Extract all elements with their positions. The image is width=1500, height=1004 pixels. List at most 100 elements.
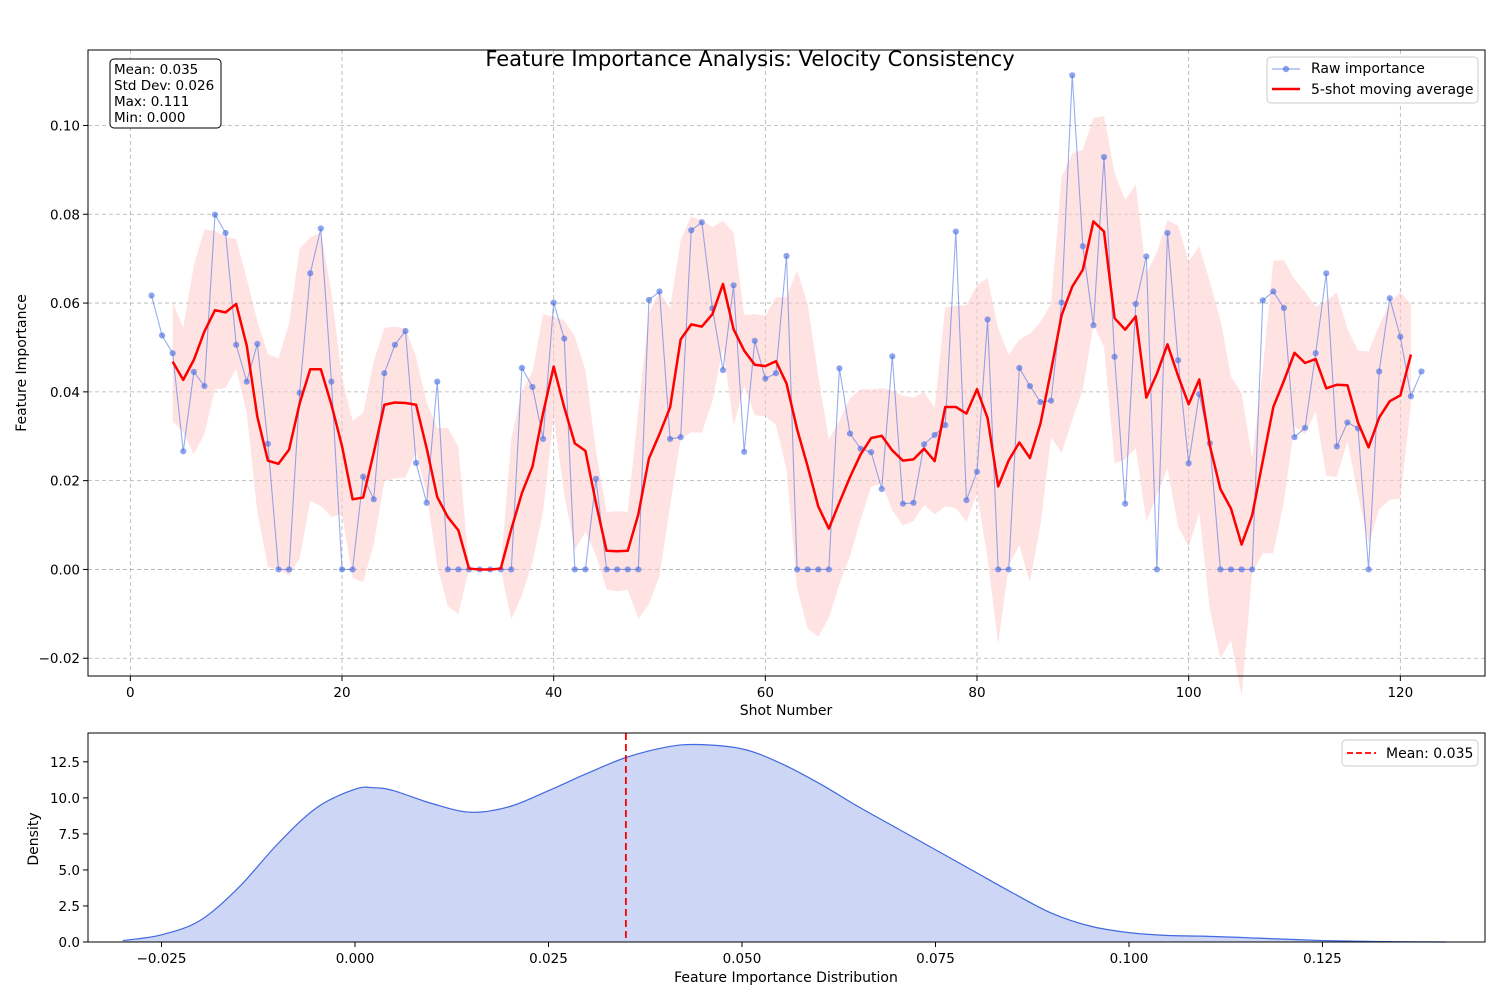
raw-importance-point <box>423 499 430 506</box>
raw-importance-point <box>931 431 938 439</box>
raw-importance-point <box>1132 300 1139 308</box>
raw-importance-point <box>1386 295 1393 302</box>
raw-importance-point <box>899 500 907 507</box>
raw-importance-point <box>1344 419 1351 426</box>
top-y-tick-label: 0.06 <box>50 296 80 312</box>
density-curve <box>122 743 1447 943</box>
density-fill <box>122 744 1447 942</box>
stats-box: Mean: 0.035 Std Dev: 0.026 Max: 0.111 Mi… <box>109 58 222 129</box>
raw-importance-point <box>148 292 155 299</box>
raw-importance-point <box>264 440 272 447</box>
raw-importance-point <box>952 228 959 235</box>
raw-importance-point <box>1312 350 1319 357</box>
raw-importance-point <box>1174 357 1182 364</box>
raw-importance-point <box>1143 253 1150 260</box>
raw-importance-point <box>1397 333 1404 340</box>
top-x-axis-label: Shot Number <box>740 703 833 719</box>
raw-importance-point <box>338 566 346 573</box>
raw-importance-point <box>1238 566 1245 573</box>
raw-importance-point <box>349 566 356 573</box>
raw-importance-point <box>317 225 324 232</box>
raw-importance-point <box>1418 368 1425 375</box>
raw-importance-point <box>1333 443 1340 450</box>
raw-importance-point <box>1100 153 1108 161</box>
raw-importance-point <box>1301 424 1309 431</box>
top-x-tick-label: 80 <box>968 685 985 701</box>
raw-importance-point <box>984 316 991 323</box>
legend-mean-label: Mean: 0.035 <box>1386 746 1473 762</box>
raw-importance-point <box>444 566 451 573</box>
moving-average-series <box>171 220 1413 571</box>
raw-importance-series <box>148 72 1425 573</box>
raw-importance-point <box>582 566 589 573</box>
raw-importance-point <box>571 566 578 573</box>
raw-importance-point <box>645 296 653 304</box>
raw-importance-point <box>751 337 758 344</box>
top-y-axis-label: Feature Importance <box>14 294 30 432</box>
stats-max: Max: 0.111 <box>114 94 189 110</box>
raw-importance-point <box>973 468 981 475</box>
raw-importance-point <box>1090 322 1097 329</box>
raw-importance-point <box>381 370 388 377</box>
bottom-x-tick-label: 0.000 <box>336 951 375 967</box>
bottom-y-tick-label: 2.5 <box>59 899 80 915</box>
bottom-y-axis-label: Density <box>26 812 42 865</box>
raw-importance-point <box>211 211 219 218</box>
bottom-y-ticks: 0.0 2.5 5.0 7.5 10.0 12.5 <box>50 755 88 951</box>
raw-importance-point <box>1291 434 1298 441</box>
raw-importance-point <box>561 335 568 342</box>
top-x-tick-label: 0 <box>126 685 135 701</box>
legend-raw-marker <box>1282 65 1290 73</box>
stats-std: Std Dev: 0.026 <box>114 78 214 94</box>
top-y-tick-label: −0.02 <box>39 651 80 667</box>
raw-importance-point <box>1407 393 1415 400</box>
raw-importance-point <box>635 566 642 573</box>
bottom-x-tick-label: 0.075 <box>916 951 955 967</box>
top-x-tick-label: 120 <box>1387 685 1413 701</box>
raw-importance-point <box>1270 288 1277 295</box>
top-x-ticks: 0 20 40 60 80 100 120 <box>126 676 1413 701</box>
raw-importance-point <box>783 252 790 260</box>
raw-importance-point <box>201 382 208 390</box>
top-y-tick-label: 0.10 <box>50 118 80 134</box>
raw-importance-point <box>222 229 229 237</box>
raw-importance-point <box>666 435 674 443</box>
raw-importance-point <box>1111 353 1118 360</box>
raw-importance-point <box>762 375 769 382</box>
top-legend: Raw importance 5-shot moving average <box>1266 56 1479 104</box>
raw-importance-point <box>529 383 536 391</box>
raw-importance-point <box>1005 566 1012 573</box>
top-plot-frame <box>87 49 1486 677</box>
raw-importance-point <box>307 270 314 277</box>
raw-importance-point <box>360 473 367 480</box>
raw-importance-point <box>730 282 737 289</box>
raw-importance-point <box>1185 460 1192 467</box>
raw-importance-point <box>254 340 261 348</box>
top-y-tick-label: 0.02 <box>50 474 80 490</box>
raw-importance-point <box>793 566 801 573</box>
raw-importance-point <box>592 475 600 482</box>
raw-importance-point <box>868 449 875 456</box>
raw-importance-point <box>624 566 631 573</box>
raw-importance-point <box>328 378 335 385</box>
raw-importance-point <box>1227 566 1235 573</box>
top-x-tick-label: 20 <box>333 685 350 701</box>
raw-importance-point <box>772 370 780 377</box>
raw-importance-point <box>963 497 970 504</box>
raw-importance-point <box>920 441 928 448</box>
raw-importance-point <box>391 341 399 348</box>
top-y-tick-label: 0.00 <box>50 562 80 578</box>
raw-importance-point <box>1122 500 1129 507</box>
bottom-x-tick-label: 0.050 <box>723 951 762 967</box>
legend-avg-label: 5-shot moving average <box>1311 82 1474 98</box>
raw-importance-point <box>1058 299 1065 306</box>
bottom-x-tick-label: −0.025 <box>137 951 187 967</box>
raw-importance-point <box>1376 368 1383 375</box>
raw-importance-point <box>455 566 462 573</box>
raw-importance-point <box>942 422 949 429</box>
raw-importance-point <box>656 288 663 295</box>
bottom-x-axis-label: Feature Importance Distribution <box>674 970 898 986</box>
raw-importance-point <box>412 459 420 466</box>
raw-importance-point <box>233 341 240 348</box>
